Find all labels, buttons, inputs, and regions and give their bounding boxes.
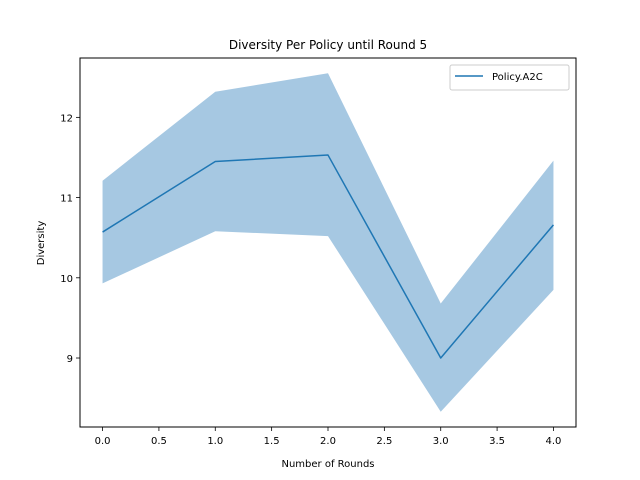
x-tick-label: 0.0 bbox=[95, 436, 111, 447]
legend-label: Policy.A2C bbox=[492, 72, 543, 83]
x-tick-label: 0.5 bbox=[151, 436, 167, 447]
x-axis-label: Number of Rounds bbox=[281, 459, 374, 470]
chart-title: Diversity Per Policy until Round 5 bbox=[229, 38, 427, 52]
y-tick-label: 9 bbox=[67, 354, 73, 365]
y-tick-label: 12 bbox=[60, 113, 73, 124]
x-tick-label: 1.5 bbox=[264, 436, 280, 447]
x-tick-label: 3.0 bbox=[433, 436, 449, 447]
x-tick-label: 2.5 bbox=[376, 436, 392, 447]
y-tick-label: 11 bbox=[60, 194, 73, 205]
y-axis: 9 10 11 12 bbox=[60, 113, 80, 365]
plot-area bbox=[102, 73, 555, 412]
x-tick-label: 2.0 bbox=[320, 436, 336, 447]
legend: Policy.A2C bbox=[449, 64, 570, 91]
y-axis-label: Diversity bbox=[36, 221, 47, 266]
x-tick-label: 4.0 bbox=[546, 436, 562, 447]
legend-box bbox=[449, 64, 570, 91]
confidence-band-0 bbox=[102, 73, 554, 412]
y-tick-label: 10 bbox=[60, 274, 73, 285]
x-tick-label: 1.0 bbox=[207, 436, 223, 447]
x-axis: 0.0 0.5 1.0 1.5 2.0 2.5 3.0 3.5 4.0 bbox=[95, 427, 562, 447]
x-tick-label: 3.5 bbox=[489, 436, 505, 447]
